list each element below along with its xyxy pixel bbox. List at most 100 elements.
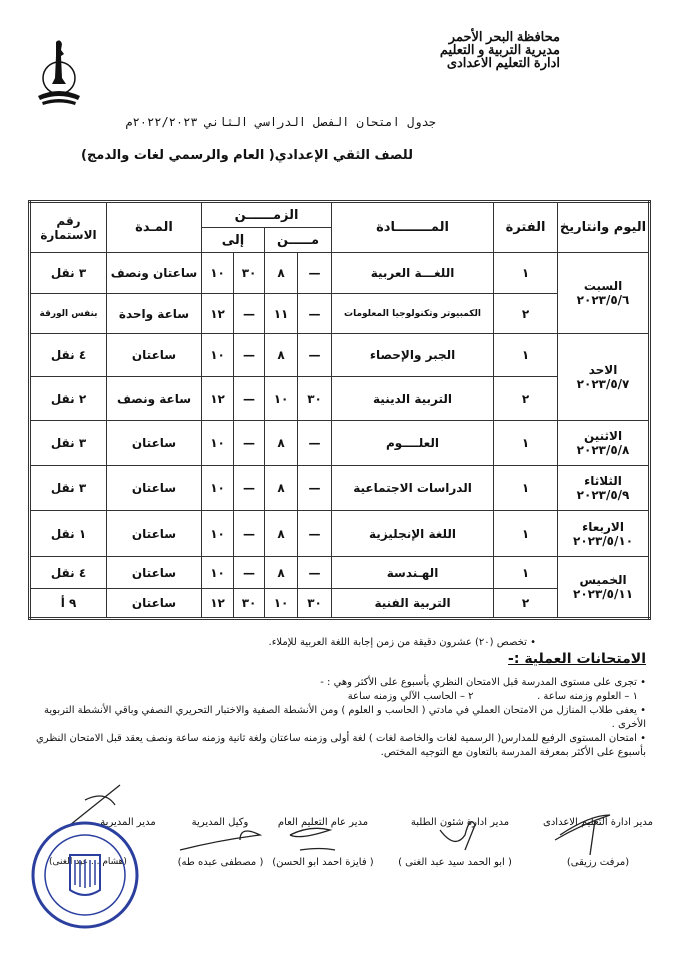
duration-cell: ساعتان — [106, 510, 202, 557]
table-row: الخميس ٢٠٢٣/٥/١١ ١ الهـندسة —٨—١٠ ساعتان ٤ نقل — [29, 556, 651, 619]
table-row: ٢ التربية الدينية ٣٠ ١٠—١٢ ساعة ونصف ٢ نقل — [29, 376, 650, 421]
to-minute-cell: — — [233, 333, 266, 377]
governorate-logo-icon — [38, 40, 80, 105]
day-name: الاثنين — [583, 429, 623, 443]
signature-scribble — [289, 827, 336, 851]
form-number-cell: ٣ نقل — [29, 420, 107, 466]
signatory-name: ( ابو الحمد سيد عبد الغنى ) — [398, 857, 512, 868]
signatures-and-stamp — [31, 784, 611, 929]
duration-cell: ساعتان — [106, 420, 202, 466]
signature-scribble — [69, 784, 121, 826]
signatory-name: ( مصطفى عبده طه) — [177, 857, 264, 868]
from-minute-cell: — — [297, 333, 333, 377]
subject-cell: التربية الدينية — [331, 376, 495, 421]
table-row: الاحد ٢٠٢٣/٥/٧ ١ الجبر والإحصاء —٨—١٠ ساعتان ٤… — [29, 333, 651, 421]
from-minute-cell: — — [297, 252, 333, 294]
duration-cell: ساعتان — [106, 465, 202, 511]
notes-section: • تخصص (٢٠) عشرون دقيقة من زمن إجابة الل… — [26, 636, 646, 760]
day-name: الخميس — [579, 573, 627, 587]
from-minute-cell: — — [297, 556, 333, 589]
schedule-body: السبت ٢٠٢٣/٥/٦ ١ اللغـــة العربية —٨ ٣٠ ١٠ ساعت… — [29, 252, 651, 619]
form-number-cell: ٣ نقل — [29, 252, 107, 294]
from-hour-cell: ٨ — [264, 556, 299, 589]
to-minute-cell: — — [233, 420, 266, 466]
duration-cell: ساعتان — [106, 556, 202, 589]
from-hour-cell: ١٠ — [264, 588, 299, 619]
signature-title: مدير ادارة التعليم الاعدادى — [543, 817, 653, 828]
to-minute-cell: — — [233, 556, 266, 589]
letterhead-line: محافظة البحر الأحمر — [448, 29, 560, 44]
subject-cell: العلــــوم — [331, 420, 495, 466]
subject-cell: التربية الفنية — [331, 588, 495, 619]
subject-cell: الكمبيوتر وتكنولوجيا المعلومات — [331, 293, 495, 334]
day-name: الاربعاء — [582, 519, 624, 534]
period-cell: ١ — [493, 420, 559, 466]
day-date-cell: السبت ٢٠٢٣/٥/٦ — [557, 252, 651, 334]
exam-date: ٢٠٢٣/٥/٧ — [576, 377, 630, 391]
day-date-cell: الخميس ٢٠٢٣/٥/١١ — [557, 556, 651, 619]
period-cell: ١ — [493, 510, 559, 557]
letterhead: محافظة البحر الأحمر مديرية التربية و الت… — [440, 30, 560, 69]
signatory-name: (مرفت رزيقى) — [566, 857, 630, 868]
duration-cell: ساعة واحدة — [106, 293, 202, 334]
header-day-date: اليوم وانتاريخ — [557, 201, 651, 253]
table-row: السبت ٢٠٢٣/٥/٦ ١ اللغـــة العربية —٨ ٣٠ ١٠ ساعت… — [29, 252, 651, 334]
form-number-cell: ٣ نقل — [29, 465, 107, 511]
table-row: الاثنين ٢٠٢٣/٥/٨ ١ العلــــوم —٨—١٠ ساعتان ٣ ن… — [29, 420, 651, 466]
day-date-cell: الاثنين ٢٠٢٣/٥/٨ — [557, 420, 651, 466]
period-cell: ١ — [493, 465, 559, 511]
form-number-cell: ٤ نقل — [29, 556, 107, 589]
signatory-name: (هشام ... عبد الغنى) — [49, 857, 127, 867]
to-minute-cell: — — [233, 465, 266, 511]
from-hour-cell: ٨ — [264, 252, 299, 294]
header-time: الزمــــــن — [200, 201, 333, 228]
exam-date: ٢٠٢٣/٥/٨ — [576, 443, 630, 457]
signatory-name: ( فايزة احمد ابو الحسن) — [272, 857, 374, 868]
period-cell: ٢ — [493, 588, 559, 619]
duration-cell: ساعتان — [106, 588, 202, 619]
to-hour-cell: ١٠ — [200, 333, 235, 377]
document-subtitle: للصف الثقي الإعدادي( العام والرسمي لغات … — [81, 148, 413, 163]
to-hour-cell: ١٢ — [200, 376, 235, 421]
form-number-cell: بنفس الورقة — [29, 293, 107, 334]
subject-cell: الدراسات الاجتماعية — [331, 465, 495, 511]
exam-date: ٢٠٢٣/٥/٩ — [576, 488, 630, 502]
signature-scribble — [439, 821, 476, 851]
period-cell: ١ — [493, 333, 559, 377]
duration-cell: ساعتان — [106, 333, 202, 377]
from-minute-cell: — — [297, 510, 333, 557]
header-form-number: رقم الاستمارة — [29, 201, 107, 253]
note-item: • تجرى على مستوى المدرسة قبل الامتحان ال… — [320, 677, 646, 688]
day-name: الثلاثاء — [584, 474, 622, 488]
table-row: ٢ التربية الفنية ٣٠ ١٠ ٣٠ ١٢ ساعتان ٩ أ — [29, 588, 650, 619]
document-title: جدول امتحان الفصل الدراسي الثاني ٢٠٢٢/٢٠… — [125, 115, 436, 129]
header-period: الفترة — [493, 201, 559, 253]
letterhead-line: ادارة التعليم الاعدادى — [446, 55, 560, 70]
note-item: ١ – العلوم وزمنه ساعة . ٢ – الحاسب الآلي… — [347, 691, 638, 702]
duration-cell: ساعة ونصف — [106, 376, 202, 421]
from-hour-cell: ١١ — [264, 293, 299, 334]
signature-scribble — [179, 830, 263, 851]
from-minute-cell: — — [297, 420, 333, 466]
from-hour-cell: ٨ — [264, 420, 299, 466]
signature-title: مدير ادارة شئون الطلبة — [410, 817, 510, 828]
period-cell: ١ — [493, 556, 559, 589]
day-date-cell: الثلاثاء ٢٠٢٣/٥/٩ — [557, 465, 651, 511]
exam-schedule-table: اليوم وانتاريخ الفترة المــــــــادة الز… — [28, 200, 652, 620]
exam-date: ٢٠٢٣/٥/١١ — [573, 587, 634, 601]
to-minute-cell: — — [233, 293, 266, 334]
form-number-cell: ٢ نقل — [29, 376, 107, 421]
period-cell: ٢ — [493, 293, 559, 334]
header-duration: المـدة — [106, 201, 202, 253]
from-hour-cell: ١٠ — [264, 376, 299, 421]
practical-exams-heading: الامتحانات العملية :- — [508, 651, 646, 667]
day-name: الاحد — [588, 363, 618, 377]
to-hour-cell: ١٢ — [200, 293, 235, 334]
form-number-cell: ١ نقل — [29, 510, 107, 557]
exam-date: ٢٠٢٣/٥/٦ — [576, 293, 630, 307]
form-number-cell: ٤ نقل — [29, 333, 107, 377]
to-hour-cell: ١٢ — [200, 588, 235, 619]
from-minute-cell: — — [297, 465, 333, 511]
from-minute-cell: ٣٠ — [297, 376, 333, 421]
header-from: مـــــن — [264, 227, 333, 253]
